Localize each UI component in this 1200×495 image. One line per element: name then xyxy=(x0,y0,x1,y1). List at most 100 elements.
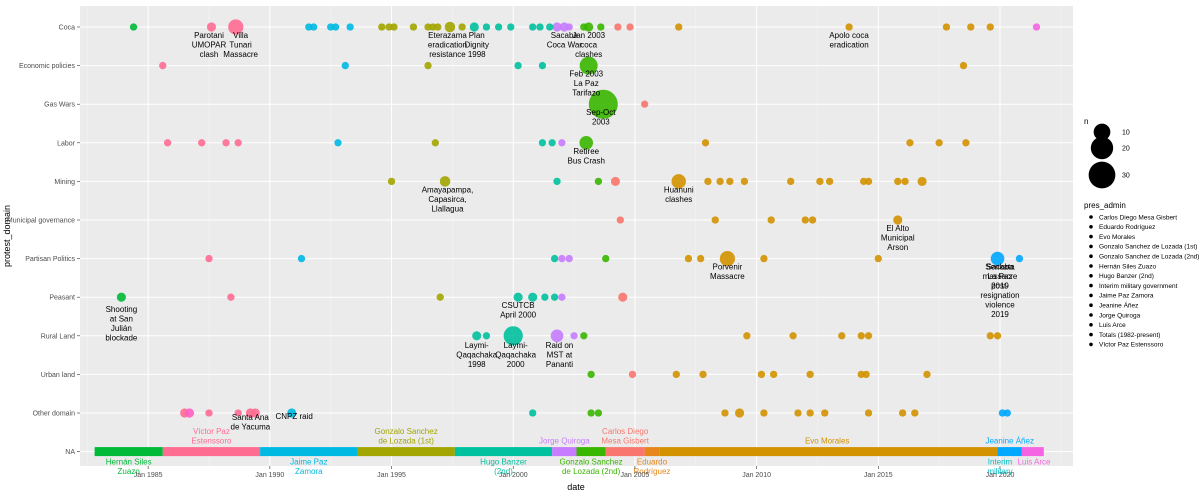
data-point xyxy=(553,177,561,186)
data-point xyxy=(309,23,318,31)
data-point xyxy=(580,23,588,31)
annotation-line: Parotani xyxy=(194,31,224,40)
annotation-line: Massacre xyxy=(710,272,745,281)
color-legend-label: Evo Morales xyxy=(1099,234,1136,241)
data-point xyxy=(227,293,235,301)
annotation-label: Huanuni clashes xyxy=(664,185,694,204)
data-point xyxy=(699,370,707,379)
data-point xyxy=(857,332,865,340)
admin-bar-segment xyxy=(260,447,358,457)
data-point xyxy=(439,176,451,187)
admin-label-line: Interim xyxy=(988,458,1013,467)
data-point xyxy=(580,332,588,340)
annotation-label: Sacaba massacre 2019 xyxy=(983,263,1018,291)
annotation-line: CSUTCB xyxy=(502,301,535,310)
data-point xyxy=(341,61,349,70)
data-point xyxy=(986,332,994,340)
data-point xyxy=(701,139,710,147)
data-point xyxy=(234,139,242,147)
data-point xyxy=(206,22,216,32)
data-point xyxy=(228,19,244,35)
color-legend-key xyxy=(1089,332,1093,337)
y-tick-label: NA xyxy=(65,449,75,456)
annotation-line: 2000 xyxy=(507,360,525,369)
admin-bar-segment xyxy=(644,447,660,457)
admin-label-line: Hernán Siles xyxy=(106,458,152,467)
annotation-label: Sacaba Coca War xyxy=(547,31,583,50)
annotation-line: clash xyxy=(200,50,219,59)
y-tick-label: Other domain xyxy=(33,411,76,418)
data-point xyxy=(894,177,902,186)
annotation-label: Santa Ana de Yacuma xyxy=(231,413,271,432)
admin-label-line: military xyxy=(987,467,1012,476)
x-tick-label: Jan 2015 xyxy=(864,472,893,479)
annotation-line: 1998 xyxy=(468,360,486,369)
annotation-line: Tarifazo xyxy=(572,89,601,98)
x-axis-ticks: Jan 1985 Jan 1990 Jan 1995 Jan 2000 Jan 2005… xyxy=(134,466,1014,479)
annotation-line: Apolo coca xyxy=(829,31,869,40)
x-axis-title: date xyxy=(567,482,585,492)
data-point xyxy=(587,409,595,417)
data-point xyxy=(250,408,260,418)
annotation-line: Laymi- xyxy=(504,341,528,350)
annotation-line: Llallagua xyxy=(431,204,464,213)
admin-label: Gonzalo Sanchez de Lozada (2nd) xyxy=(560,458,623,477)
annotation-line: CNPZ raid xyxy=(276,412,313,421)
admin-label: Hernán Siles Zuazo xyxy=(106,458,152,477)
data-point xyxy=(565,254,573,263)
data-point xyxy=(222,139,230,147)
admin-label: Víctor Paz Estenssoro xyxy=(191,427,232,446)
data-point xyxy=(789,332,797,340)
data-point xyxy=(986,23,994,31)
data-point xyxy=(434,23,442,31)
annotation-label: Laymi-Qaqachaka 2000 xyxy=(495,341,536,369)
data-points xyxy=(116,19,1041,418)
y-tick-label: Rural Land xyxy=(41,333,75,340)
data-point xyxy=(550,329,564,343)
annotation-line: post- xyxy=(991,282,1009,291)
annotation-line: blockade xyxy=(105,334,138,343)
y-tick-label: Economic policies xyxy=(19,63,76,70)
y-axis-title: protest_domain xyxy=(2,205,12,267)
data-point xyxy=(696,254,705,263)
admin-label-line: de Lozada (2nd) xyxy=(562,467,621,476)
data-point xyxy=(874,254,882,263)
data-point xyxy=(424,61,432,70)
admin-label: Interim military xyxy=(987,458,1012,477)
x-tick-label: Jan 1990 xyxy=(255,472,284,479)
admin-bar-segment xyxy=(605,447,645,457)
panel-background xyxy=(80,6,1073,466)
color-legend-key xyxy=(1089,313,1093,317)
annotation-line: resistance xyxy=(429,50,466,59)
annotation-label: Shooting at San Julián blockade xyxy=(105,305,138,343)
data-point xyxy=(1003,409,1011,417)
data-point xyxy=(610,176,621,186)
data-point xyxy=(898,409,907,417)
admin-label-line: Carlos Diego xyxy=(602,427,649,436)
x-tick-label: Jan 2010 xyxy=(742,472,771,479)
annotation-label: Laymi-Qaqachaka 1998 xyxy=(456,341,497,369)
admin-label: Eduardo Rodríguez xyxy=(633,458,670,477)
admin-bar-segment xyxy=(552,447,577,457)
data-point xyxy=(387,177,396,186)
admin-label-line: Evo Morales xyxy=(805,437,849,446)
data-point xyxy=(672,370,680,379)
annotation-line: resignation xyxy=(980,291,1019,300)
data-point xyxy=(684,254,693,263)
data-point xyxy=(514,61,522,70)
color-legend-label: Víctor Paz Estenssoro xyxy=(1099,342,1164,349)
annotation-line: El Alto xyxy=(886,224,909,233)
annotation-line: La Paz xyxy=(574,79,599,88)
admin-label-line: Gonzalo Sanchez xyxy=(560,458,623,467)
annotation-label: Plan Dignity 1998 xyxy=(464,31,488,59)
annotation-line: de Yacuma xyxy=(231,423,271,432)
data-point xyxy=(935,139,943,147)
data-point xyxy=(917,176,927,186)
annotation-label: Amayapampa, Capasirca, Llallagua xyxy=(422,185,474,213)
annotation-line: MST at xyxy=(547,350,573,359)
annotation-label: El Alto Municipal Arson xyxy=(881,224,915,252)
admin-label: Carlos Diego Mesa Gisbert xyxy=(601,427,649,446)
data-point xyxy=(436,293,444,301)
data-point xyxy=(711,216,719,224)
annotation-line: 1998 xyxy=(468,50,486,59)
